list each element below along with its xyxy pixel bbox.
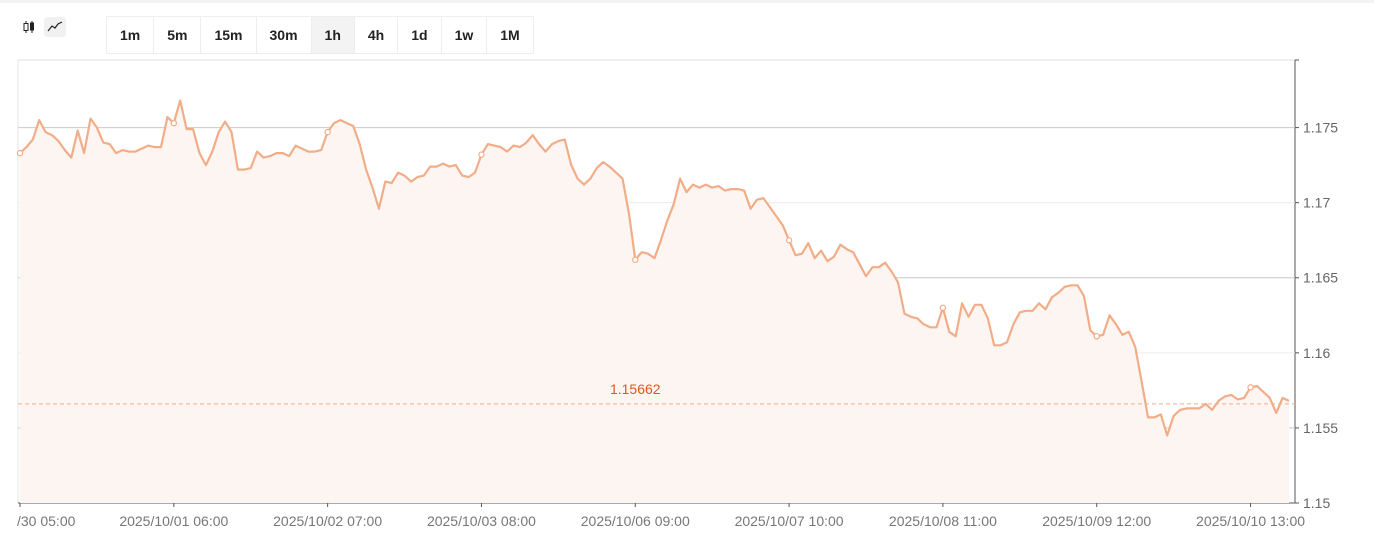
line-chart-icon[interactable] bbox=[44, 17, 66, 37]
y-tick-label: 1.175 bbox=[1303, 120, 1338, 136]
candlestick-icon[interactable] bbox=[18, 17, 40, 37]
interval-tab-4h[interactable]: 4h bbox=[355, 17, 399, 53]
data-marker bbox=[939, 304, 947, 311]
y-tick-label: 1.165 bbox=[1303, 270, 1338, 286]
data-marker bbox=[632, 256, 639, 263]
data-marker bbox=[1247, 384, 1254, 391]
data-marker bbox=[324, 128, 331, 136]
data-marker bbox=[478, 151, 485, 158]
x-tick-label: 2025/10/10 13:00 bbox=[1196, 513, 1305, 529]
y-tick-label: 1.17 bbox=[1303, 195, 1330, 211]
price-area-fill bbox=[20, 100, 1289, 503]
data-marker bbox=[16, 149, 24, 157]
x-tick-label: 2025/10/07 10:00 bbox=[735, 513, 844, 529]
interval-tab-1M[interactable]: 1M bbox=[500, 27, 520, 43]
x-tick-label: 2025/10/03 08:00 bbox=[427, 513, 536, 529]
data-marker bbox=[785, 237, 793, 244]
data-marker bbox=[1093, 333, 1100, 340]
x-tick-label: 2025/10/09 12:00 bbox=[1042, 513, 1151, 529]
y-tick-label: 1.155 bbox=[1303, 420, 1338, 436]
interval-tab-30m[interactable]: 30m bbox=[257, 17, 312, 53]
x-tick-label: 2025/10/06 09:00 bbox=[581, 513, 690, 529]
price-line bbox=[19, 99, 1290, 437]
x-tick-label: 2025/10/02 07:00 bbox=[273, 513, 382, 529]
interval-tab-1d[interactable]: 1d bbox=[398, 17, 442, 53]
current-price-label: 1.15662 bbox=[610, 381, 661, 397]
chart-toolbar: 1m 5m 15m 30m 1h 4h 1d 1w 1M bbox=[0, 0, 1374, 58]
interval-selector: 1m 5m 15m 30m 1h 4h 1d 1w 1M bbox=[106, 16, 534, 54]
x-tick-label: 2025/10/08 11:00 bbox=[889, 513, 997, 529]
data-marker bbox=[170, 119, 178, 127]
x-tick-label: 2025/10/01 06:00 bbox=[119, 513, 228, 529]
y-tick-label: 1.15 bbox=[1303, 495, 1330, 511]
interval-tab-1h[interactable]: 1h bbox=[311, 17, 355, 53]
x-tick-label: /30 05:00 bbox=[17, 513, 76, 529]
chart-type-switcher bbox=[18, 17, 66, 37]
interval-tab-1w[interactable]: 1w bbox=[442, 17, 488, 53]
interval-tab-5m[interactable]: 5m bbox=[154, 17, 202, 53]
y-tick-label: 1.16 bbox=[1303, 345, 1330, 361]
interval-tab-1m[interactable]: 1m bbox=[107, 17, 155, 53]
interval-tab-15m[interactable]: 15m bbox=[201, 17, 257, 53]
